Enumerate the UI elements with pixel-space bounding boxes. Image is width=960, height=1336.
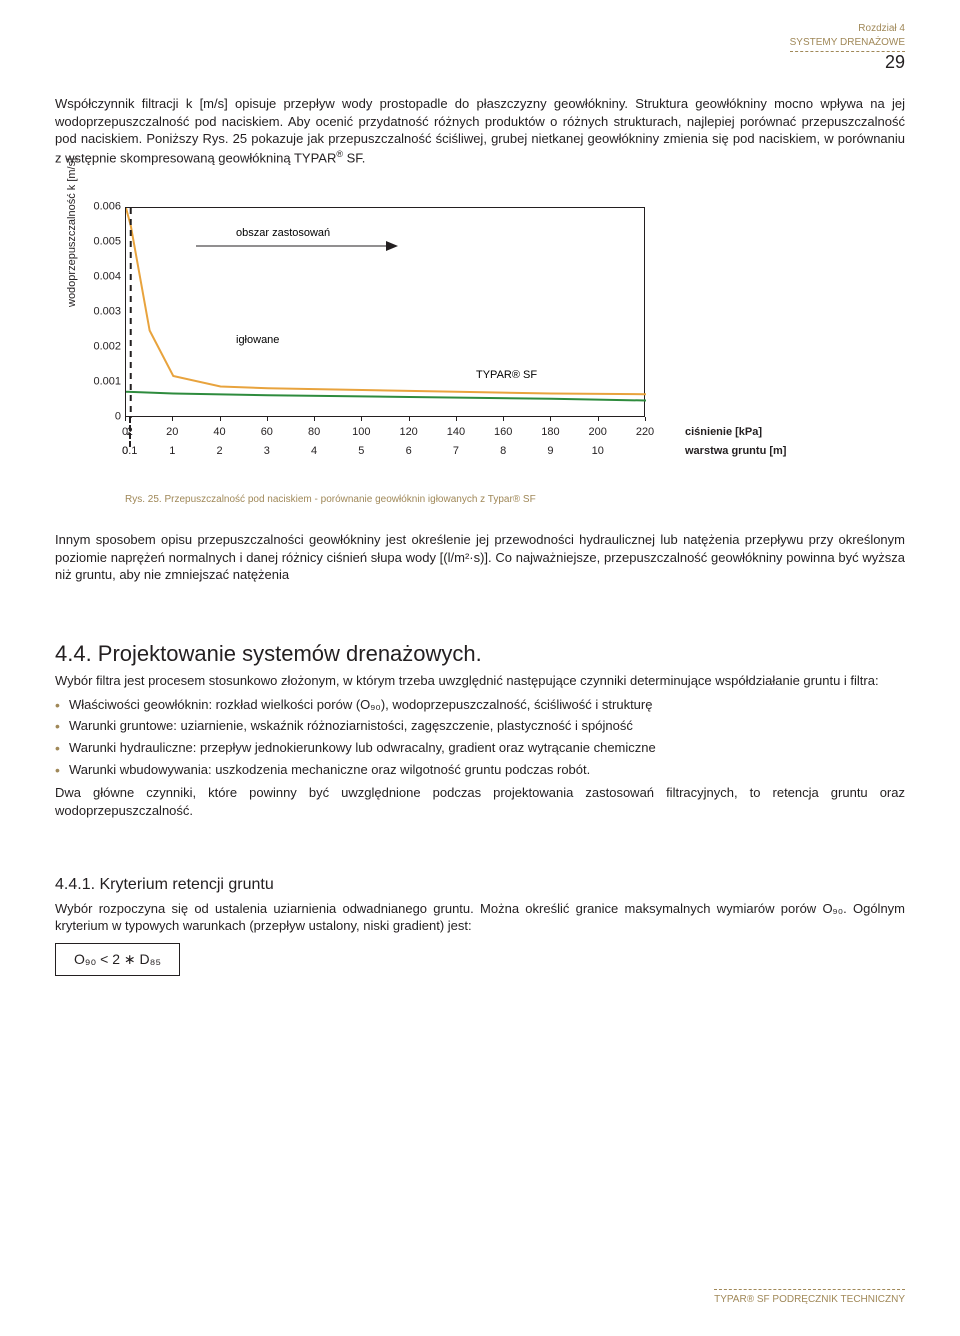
x-tick-soil: 7 (453, 444, 459, 459)
x-tick-pressure: 220 (636, 425, 654, 440)
y-tick: 0.002 (83, 339, 121, 354)
x-tick-pressure: 100 (352, 425, 370, 440)
bullet-item: Warunki gruntowe: uziarnienie, wskaźnik … (69, 717, 905, 735)
x-tick-soil: 3 (264, 444, 270, 459)
x-tick-soil: 5 (358, 444, 364, 459)
x-tick-pressure: 180 (541, 425, 559, 440)
intro-suffix: SF. (343, 150, 365, 165)
y-tick: 0.001 (83, 374, 121, 389)
x-tick-pressure: 80 (308, 425, 320, 440)
x-tick-soil: 9 (547, 444, 553, 459)
intro-text: Współczynnik filtracji k [m/s] opisuje p… (55, 96, 905, 165)
y-tick: 0.006 (83, 199, 121, 214)
x-tick-pressure: 20 (166, 425, 178, 440)
plot-area: obszar zastosowań igłowane TYPAR® SF (125, 207, 645, 417)
x-tick-soil: 10 (592, 444, 604, 459)
x-tick-pressure: 60 (261, 425, 273, 440)
section44-outro: Dwa główne czynniki, które powinny być u… (55, 784, 905, 819)
page-number: 29 (885, 50, 905, 74)
section441-text: Wybór rozpoczyna się od ustalenia uziarn… (55, 900, 905, 935)
chart-caption: Rys. 25. Przepuszczalność pod naciskiem … (125, 493, 905, 507)
x-tick-pressure: 120 (399, 425, 417, 440)
axis-label-pressure: ciśnienie [kPa] (685, 425, 762, 440)
x-tick-pressure: 40 (213, 425, 225, 440)
bullet-item: Właściwości geowłóknin: rozkład wielkośc… (69, 696, 905, 714)
x-tick-soil: 4 (311, 444, 317, 459)
y-tick: 0.003 (83, 304, 121, 319)
paragraph-2: Innym sposobem opisu przepuszczalności g… (55, 531, 905, 584)
x-tick-soil: 1 (169, 444, 175, 459)
intro-paragraph: Współczynnik filtracji k [m/s] opisuje p… (55, 95, 905, 167)
x-tick-soil: 6 (406, 444, 412, 459)
svg-text:TYPAR® SF: TYPAR® SF (476, 369, 537, 381)
y-tick: 0.005 (83, 234, 121, 249)
x-tick-pressure: 200 (589, 425, 607, 440)
y-tick: 0 (83, 409, 121, 424)
footer-text: TYPAR® SF PODRĘCZNIK TECHNICZNY (714, 1289, 905, 1307)
chart-svg: obszar zastosowań igłowane TYPAR® SF (126, 208, 646, 418)
x-tick-pressure: 140 (447, 425, 465, 440)
x-tick-soil: 8 (500, 444, 506, 459)
registered-mark: ® (336, 149, 343, 159)
svg-text:obszar zastosowań: obszar zastosowań (236, 227, 330, 239)
formula-box: O₉₀ < 2 ∗ D₈₅ (55, 943, 180, 976)
permeability-chart: wodoprzepuszczalność k [m/s] obszar zast… (55, 197, 905, 487)
y-axis-label: wodoprzepuszczalność k [m/s] (65, 157, 80, 306)
heading-441: 4.4.1. Kryterium retencji gruntu (55, 874, 905, 896)
bullet-item: Warunki wbudowywania: uszkodzenia mechan… (69, 761, 905, 779)
x-tick-pressure: 160 (494, 425, 512, 440)
bullet-item: Warunki hydrauliczne: przepływ jednokier… (69, 739, 905, 757)
y-tick: 0.004 (83, 269, 121, 284)
x-tick-soil: 2 (216, 444, 222, 459)
section44-intro: Wybór filtra jest procesem stosunkowo zł… (55, 672, 905, 690)
heading-44: 4.4. Projektowanie systemów drenażowych. (55, 639, 905, 669)
bullet-list: Właściwości geowłóknin: rozkład wielkośc… (55, 696, 905, 778)
header-chapter: Rozdział 4 SYSTEMY DRENAŻOWE (790, 22, 905, 52)
chapter-line: Rozdział 4 (790, 22, 905, 36)
svg-text:igłowane: igłowane (236, 334, 279, 346)
axis-label-soil: warstwa gruntu [m] (685, 444, 786, 459)
